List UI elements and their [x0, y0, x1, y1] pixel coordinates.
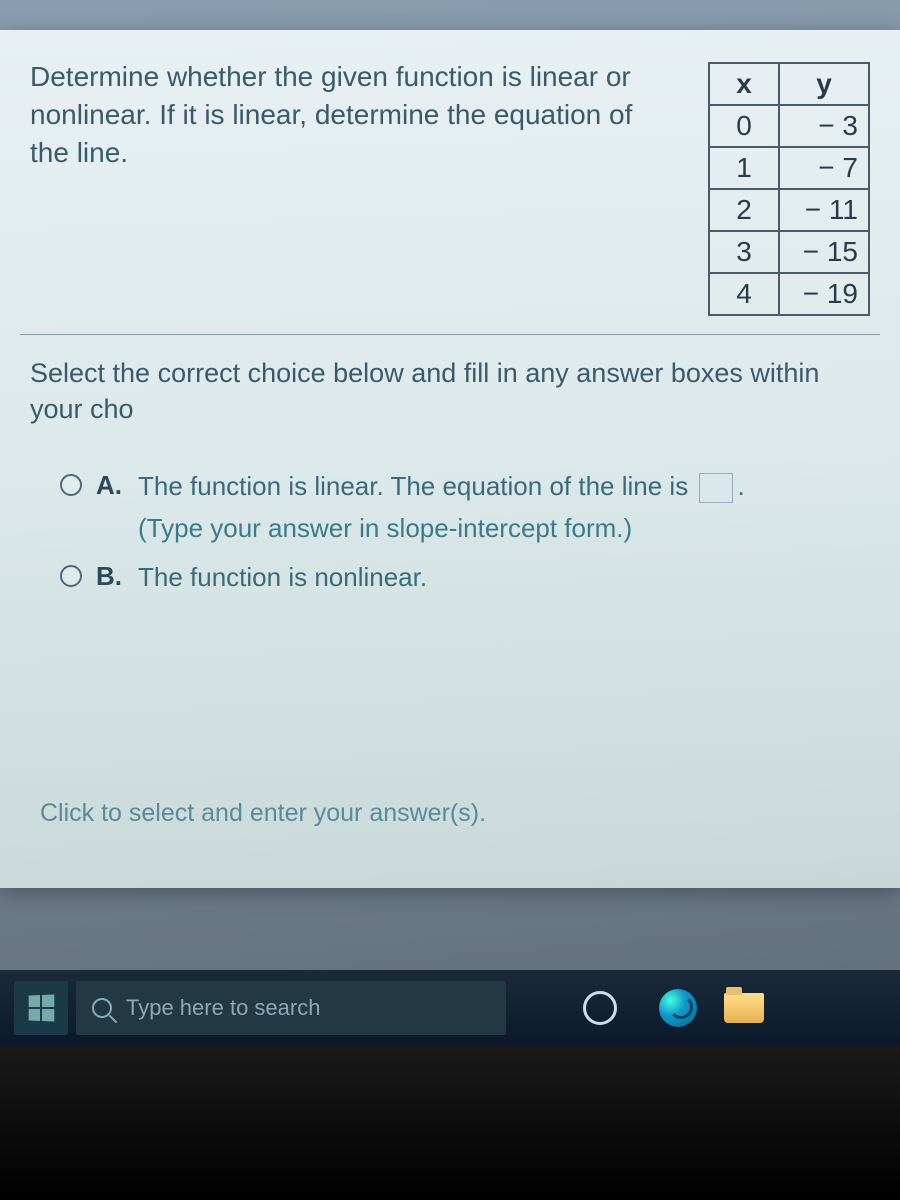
cell-y: − 15	[779, 231, 869, 273]
choice-b-text: The function is nonlinear.	[138, 559, 427, 597]
cell-x: 4	[709, 273, 779, 315]
choice-a-body: The function is linear. The equation of …	[138, 468, 745, 547]
col-x: x	[709, 63, 779, 105]
answer-input-box[interactable]	[699, 473, 733, 503]
choice-a[interactable]: A. The function is linear. The equation …	[60, 468, 870, 547]
folder-icon	[724, 993, 764, 1023]
windows-logo-icon	[29, 994, 55, 1021]
cell-x: 1	[709, 147, 779, 189]
choice-a-text-before: The function is linear. The equation of …	[138, 471, 688, 501]
table-row: 3 − 15	[709, 231, 869, 273]
below-taskbar-area	[0, 1046, 900, 1200]
footer-hint: Click to select and enter your answer(s)…	[0, 619, 900, 888]
radio-a[interactable]	[60, 474, 82, 496]
file-explorer-button[interactable]	[712, 982, 764, 1034]
table-row: 4 − 19	[709, 273, 869, 315]
cell-x: 2	[709, 189, 779, 231]
choice-b-letter: B.	[96, 561, 124, 592]
cell-y: − 11	[779, 189, 869, 231]
cell-x: 0	[709, 105, 779, 147]
col-y: y	[779, 63, 869, 105]
answer-choices: A. The function is linear. The equation …	[0, 438, 900, 619]
cortana-icon	[583, 991, 617, 1025]
edge-icon	[659, 989, 697, 1027]
search-icon	[92, 998, 112, 1018]
table-header-row: x y	[709, 63, 869, 105]
choice-a-text-after: .	[737, 471, 744, 501]
choice-a-letter: A.	[96, 470, 124, 501]
question-prompt: Determine whether the given function is …	[30, 58, 688, 316]
table-row: 2 − 11	[709, 189, 869, 231]
edge-button[interactable]	[652, 982, 704, 1034]
question-panel: Determine whether the given function is …	[0, 30, 900, 888]
table-row: 0 − 3	[709, 105, 869, 147]
xy-table: x y 0 − 3 1 − 7 2 − 11 3	[708, 62, 870, 316]
windows-taskbar[interactable]: Type here to search	[0, 970, 900, 1046]
cell-x: 3	[709, 231, 779, 273]
taskbar-search[interactable]: Type here to search	[76, 981, 506, 1035]
instruction-text: Select the correct choice below and fill…	[0, 335, 900, 438]
cortana-button[interactable]	[574, 982, 626, 1034]
choice-b[interactable]: B. The function is nonlinear.	[60, 559, 870, 597]
cell-y: − 19	[779, 273, 869, 315]
cell-y: − 7	[779, 147, 869, 189]
search-placeholder: Type here to search	[126, 995, 320, 1021]
table-row: 1 − 7	[709, 147, 869, 189]
cell-y: − 3	[779, 105, 869, 147]
choice-a-hint: (Type your answer in slope-intercept for…	[138, 510, 745, 548]
start-button[interactable]	[14, 981, 68, 1035]
question-header: Determine whether the given function is …	[0, 30, 900, 326]
radio-b[interactable]	[60, 565, 82, 587]
